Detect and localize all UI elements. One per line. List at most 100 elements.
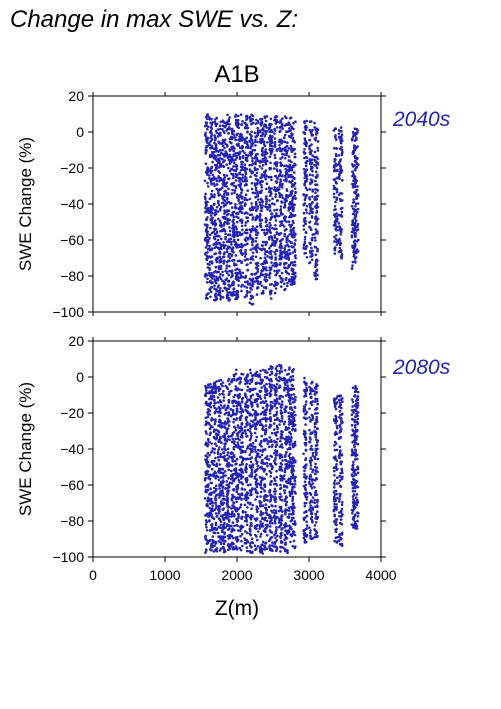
data-point [223, 521, 226, 525]
data-point [208, 409, 211, 413]
data-point [265, 392, 269, 396]
data-point [276, 186, 279, 190]
data-point [280, 400, 284, 403]
data-point [240, 289, 243, 293]
data-point [287, 415, 291, 418]
data-point [219, 491, 222, 495]
data-point [206, 386, 209, 389]
data-point [239, 169, 243, 172]
data-point [206, 173, 209, 176]
data-point [263, 467, 266, 471]
data-point [232, 290, 235, 293]
data-point [219, 246, 222, 249]
data-point [283, 420, 287, 424]
data-point [251, 488, 254, 491]
data-point [208, 477, 212, 481]
data-point [250, 432, 253, 435]
data-point [241, 271, 245, 275]
data-point [209, 211, 212, 214]
data-point [270, 455, 274, 458]
data-point [245, 156, 249, 160]
data-point [204, 534, 207, 538]
data-point [316, 230, 319, 233]
data-point [337, 222, 341, 225]
data-point [251, 550, 254, 554]
data-point [218, 235, 221, 238]
data-point [228, 169, 232, 173]
data-point [261, 163, 265, 167]
data-point [288, 239, 291, 243]
data-point [227, 273, 231, 277]
data-point [208, 440, 211, 444]
data-point [356, 185, 359, 188]
data-point [285, 405, 288, 409]
data-point [355, 162, 359, 166]
data-point [268, 256, 272, 259]
data-point [221, 148, 224, 152]
data-point [285, 276, 288, 280]
data-point [279, 535, 282, 538]
data-point [240, 211, 244, 214]
data-point [270, 202, 274, 205]
data-point [284, 502, 288, 506]
data-point [354, 209, 357, 213]
data-point [285, 240, 288, 244]
data-point [234, 372, 238, 376]
data-point [253, 206, 256, 209]
data-point [353, 239, 357, 242]
data-point [355, 127, 359, 131]
data-point [205, 529, 209, 532]
data-point [251, 225, 255, 228]
data-point [217, 199, 220, 203]
data-point [253, 148, 257, 152]
data-point [280, 271, 284, 275]
data-point [274, 258, 277, 261]
data-point [275, 239, 278, 243]
data-point [274, 122, 278, 125]
data-point [250, 181, 254, 185]
data-point [245, 114, 249, 118]
data-point [280, 433, 284, 437]
data-point [292, 233, 296, 236]
data-point [251, 285, 254, 288]
data-point [240, 400, 244, 404]
data-point [288, 378, 291, 381]
data-point [279, 161, 282, 164]
data-point [293, 155, 297, 159]
data-point [291, 147, 295, 151]
data-point [355, 248, 359, 251]
data-point [316, 157, 320, 161]
data-point [227, 483, 230, 487]
data-point [204, 131, 207, 135]
data-point [305, 255, 309, 259]
data-point [334, 218, 338, 221]
data-point [236, 220, 239, 224]
data-point [249, 483, 252, 486]
data-point [212, 517, 216, 521]
data-point [222, 198, 226, 202]
data-point [272, 545, 276, 548]
data-point [208, 288, 211, 291]
data-point [230, 131, 234, 134]
data-point [265, 279, 269, 282]
data-point [269, 224, 272, 227]
data-point [260, 183, 263, 187]
data-point [258, 191, 262, 194]
data-point [303, 238, 307, 241]
data-point [270, 531, 274, 534]
data-point [288, 402, 292, 406]
data-point [354, 215, 358, 218]
data-point [244, 252, 247, 256]
data-point [259, 222, 262, 225]
data-point [250, 139, 254, 142]
data-point [264, 429, 268, 433]
data-point [279, 208, 282, 212]
data-point [210, 542, 213, 546]
data-point [204, 485, 207, 488]
data-point [315, 166, 319, 170]
data-point [289, 144, 293, 148]
data-point [209, 178, 213, 182]
data-point [311, 249, 314, 253]
data-point [259, 449, 262, 452]
data-point [291, 133, 294, 136]
